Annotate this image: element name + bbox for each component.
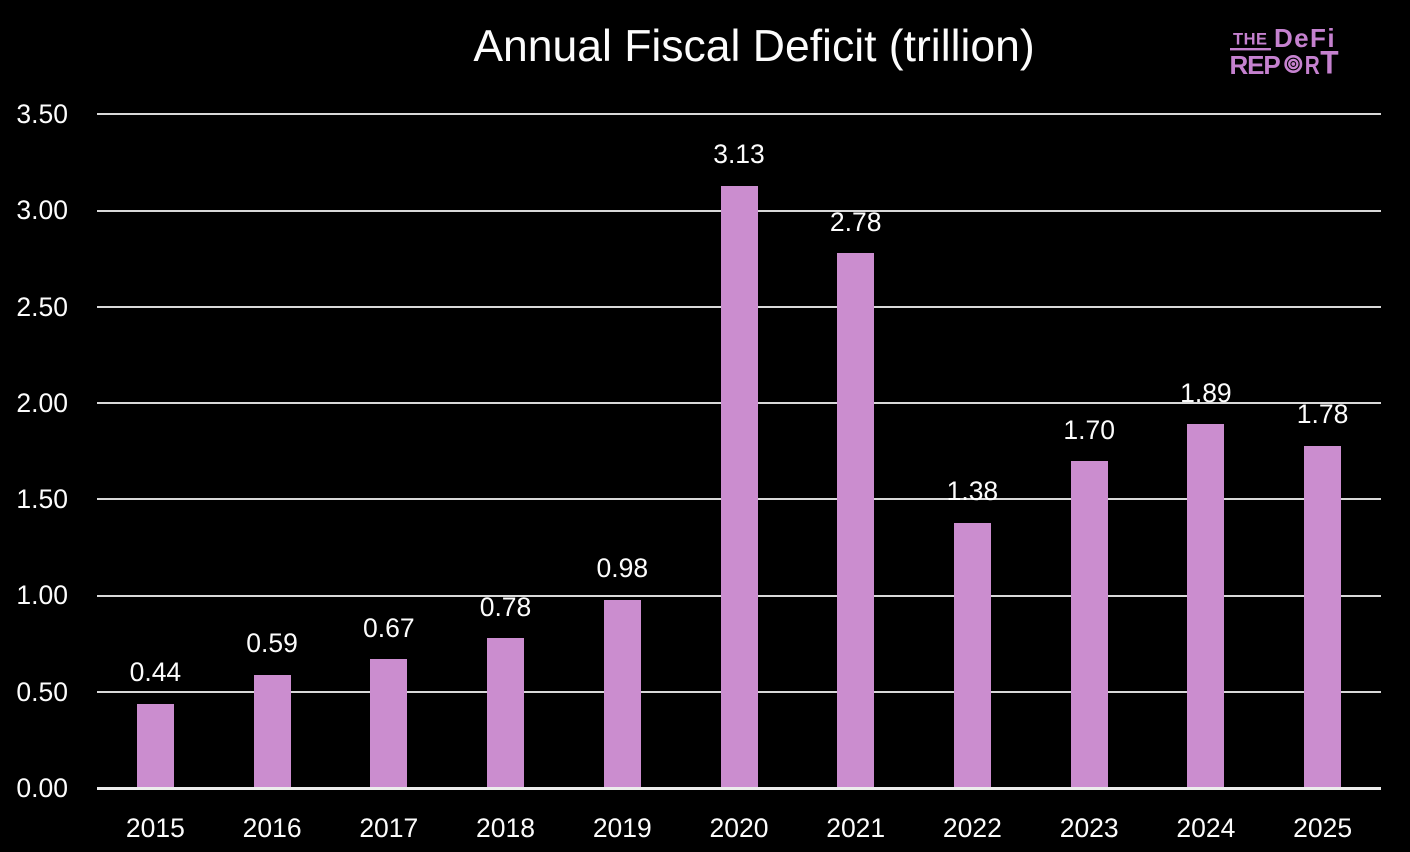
svg-text:T: T	[1320, 45, 1338, 81]
svg-text:REP: REP	[1230, 50, 1281, 80]
svg-text:THE: THE	[1233, 31, 1268, 49]
svg-text:DeFi: DeFi	[1274, 23, 1336, 53]
svg-text:R: R	[1305, 51, 1320, 80]
